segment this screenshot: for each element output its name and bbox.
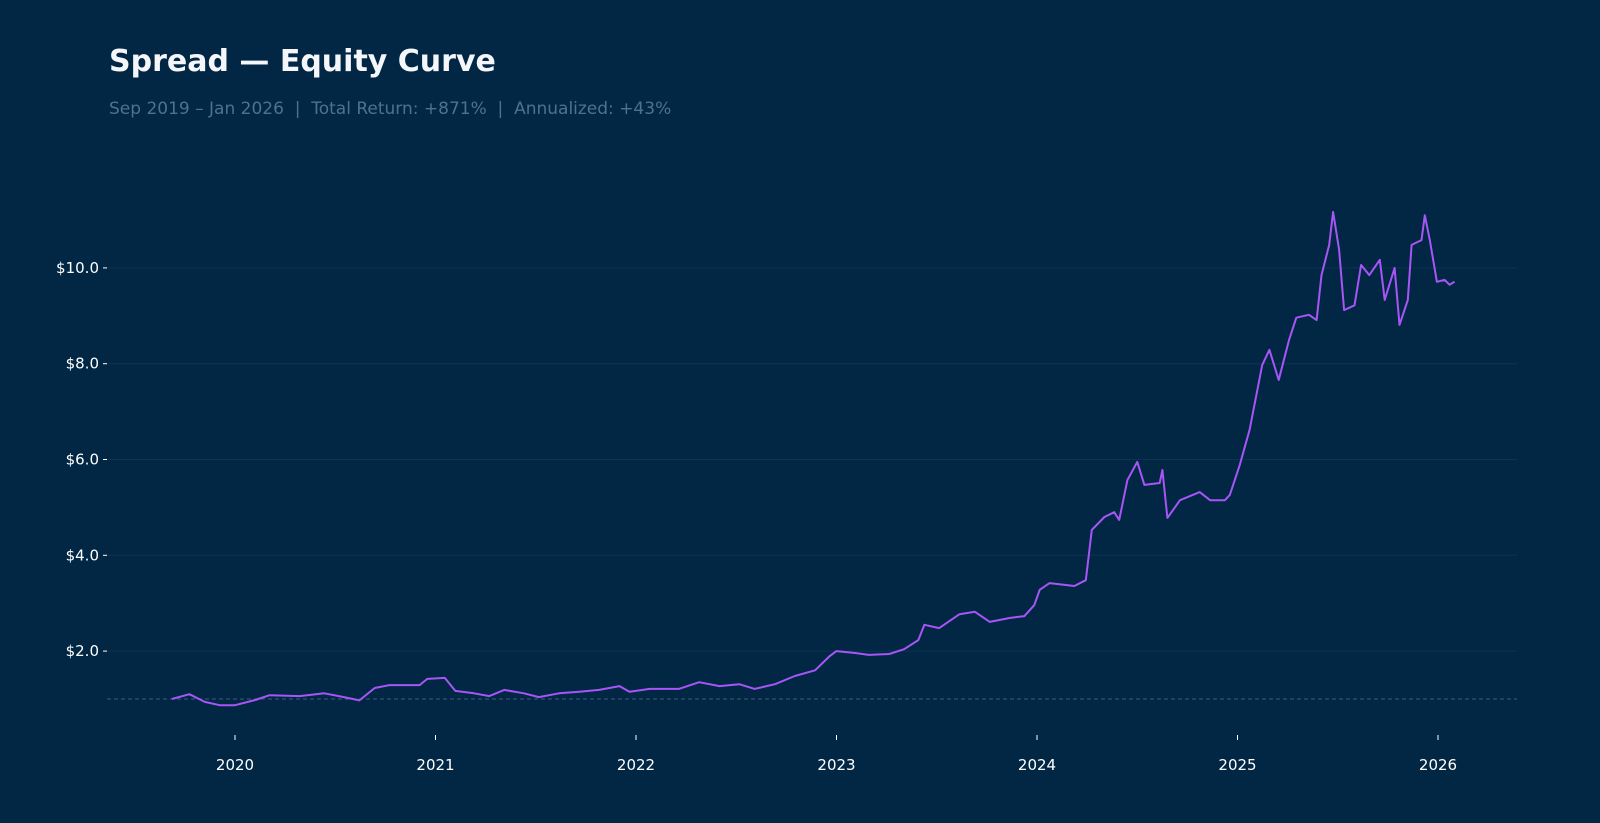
y-tick-label: $10.0 (56, 259, 99, 277)
y-tick-label: $6.0 (66, 451, 99, 469)
y-tick-label: $2.0 (66, 642, 99, 660)
x-tick-label: 2020 (216, 756, 254, 774)
x-tick-label: 2026 (1419, 756, 1457, 774)
x-tick-label: 2025 (1218, 756, 1256, 774)
x-tick-label: 2021 (416, 756, 454, 774)
x-tick-label: 2024 (1018, 756, 1056, 774)
chart-title: Spread — Equity Curve (109, 44, 496, 79)
y-tick-label: $4.0 (66, 546, 99, 564)
y-tick-label: $8.0 (66, 355, 99, 373)
chart-subtitle: Sep 2019 – Jan 2026 | Total Return: +871… (109, 99, 672, 119)
x-tick-label: 2023 (817, 756, 855, 774)
equity-curve-line (171, 210, 1456, 707)
x-tick-label: 2022 (617, 756, 655, 774)
